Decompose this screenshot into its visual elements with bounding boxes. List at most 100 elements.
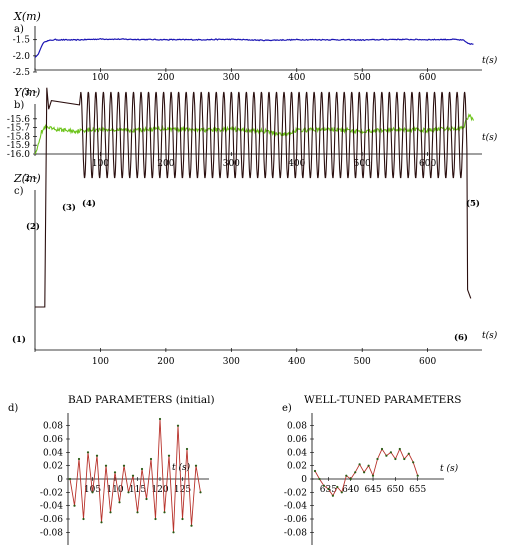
y-tick-label: -2.5	[13, 68, 31, 78]
data-point	[354, 471, 357, 474]
z-position-series	[35, 87, 472, 308]
x-tick-label: 300	[223, 357, 240, 367]
y-tick-label: 2	[24, 174, 30, 184]
y-tick-label: -15.8	[7, 132, 30, 142]
panel-e-title: WELL-TUNED PARAMETERS	[304, 394, 461, 406]
panel-b-xlabel: t(s)	[482, 132, 498, 143]
data-point	[199, 491, 202, 494]
x-tick-label: 400	[288, 159, 305, 169]
data-point	[398, 447, 401, 451]
data-point	[349, 477, 352, 481]
data-point	[389, 451, 392, 454]
data-point	[104, 464, 108, 467]
y-tick-label: 3	[24, 88, 30, 98]
data-point	[172, 531, 175, 534]
y-tick-label: 0.02	[287, 462, 307, 472]
x-tick-label: 640	[342, 485, 359, 495]
panel-e-label: e)	[282, 403, 292, 414]
y-tick-label: -0.02	[284, 488, 307, 498]
data-point	[118, 501, 121, 504]
x-tick-label: 600	[419, 73, 436, 83]
y-tick-label: -15.6	[7, 115, 30, 125]
panel-x-position: X(m) a) 100 200 300 400 500 600 -1.5 -2.0 -2.5 t…	[13, 10, 498, 83]
panel-c-ylabel: Z(m)	[13, 172, 41, 185]
y-tick-label: 0.08	[287, 422, 307, 432]
data-point	[345, 474, 348, 477]
data-point	[131, 474, 135, 477]
data-point	[385, 454, 388, 457]
y-tick-label: -1.5	[13, 36, 31, 46]
data-point	[158, 417, 162, 421]
y-tick-label: -16.0	[7, 150, 30, 160]
data-point	[194, 464, 198, 467]
data-point	[394, 457, 397, 461]
y-tick-label: 0	[57, 475, 63, 485]
annotation-4: (4)	[82, 198, 96, 209]
x-tick-label: 200	[157, 357, 174, 367]
data-point	[154, 517, 157, 521]
data-point	[340, 491, 343, 494]
y-tick-label: -0.06	[40, 515, 63, 525]
panel-c-label: c)	[14, 186, 24, 197]
y-tick-label: 0.04	[43, 448, 63, 458]
data-point	[376, 457, 379, 461]
x-tick-label: 300	[223, 73, 240, 83]
x-tick-label: 400	[288, 357, 305, 367]
annotation-6: (6)	[454, 332, 468, 343]
y-tick-label: -15.7	[7, 124, 30, 134]
data-point	[77, 457, 81, 461]
data-point	[86, 451, 90, 454]
annotation-1: (1)	[12, 334, 26, 345]
data-point	[336, 485, 339, 489]
data-point	[163, 511, 166, 514]
data-point	[100, 521, 103, 524]
y-tick-label: 0.02	[43, 462, 63, 472]
y-tick-label: 0.06	[43, 435, 63, 445]
data-point	[322, 484, 325, 487]
x-tick-label: 100	[92, 73, 109, 83]
data-point	[327, 487, 330, 491]
y-tick-label: 0	[301, 475, 307, 485]
bad-parameters-series	[69, 418, 201, 533]
x-tick-label: 650	[387, 485, 404, 495]
x-tick-label: 500	[354, 357, 371, 367]
x-tick-label: 125	[174, 485, 191, 495]
annotation-3: (3)	[62, 202, 76, 213]
y-tick-label: 0.06	[287, 435, 307, 445]
data-point	[82, 517, 85, 521]
y-tick-label: -0.08	[40, 528, 63, 538]
data-point	[73, 504, 76, 507]
annotation-2: (2)	[26, 221, 40, 232]
annotation-5: (5)	[466, 198, 480, 209]
data-point	[181, 517, 184, 521]
data-point	[145, 497, 148, 501]
panel-d-label: d)	[8, 403, 18, 414]
panel-a-ylabel: X(m)	[13, 10, 41, 23]
data-point	[416, 474, 419, 477]
data-point	[167, 454, 171, 457]
x-tick-label: 110	[106, 485, 123, 495]
y-position-series	[34, 113, 475, 155]
x-tick-label: 645	[364, 485, 381, 495]
panel-z-position: Z(m) c) 100 200 300 400 500 600 3 2 t(s) (1) (2…	[12, 87, 498, 367]
data-point	[122, 464, 126, 467]
y-tick-label: -0.08	[284, 528, 307, 538]
panel-a-label: a)	[14, 24, 24, 35]
x-tick-label: 500	[354, 73, 371, 83]
y-tick-label: -0.06	[284, 515, 307, 525]
x-tick-label: 120	[151, 485, 168, 495]
x-tick-label: 200	[157, 73, 174, 83]
x-position-series	[34, 37, 474, 58]
data-point	[109, 511, 112, 514]
panel-b-label: b)	[14, 100, 24, 111]
data-point	[331, 494, 334, 497]
data-point	[190, 524, 193, 527]
x-tick-label: 600	[419, 357, 436, 367]
data-point	[140, 467, 144, 471]
data-point	[363, 471, 366, 474]
y-tick-label: -15.9	[7, 141, 30, 151]
panel-b-ylabel: Y(m)	[14, 86, 40, 99]
x-tick-label: 115	[129, 485, 146, 495]
panel-c-xlabel: t(s)	[482, 330, 498, 341]
data-point	[68, 477, 72, 481]
